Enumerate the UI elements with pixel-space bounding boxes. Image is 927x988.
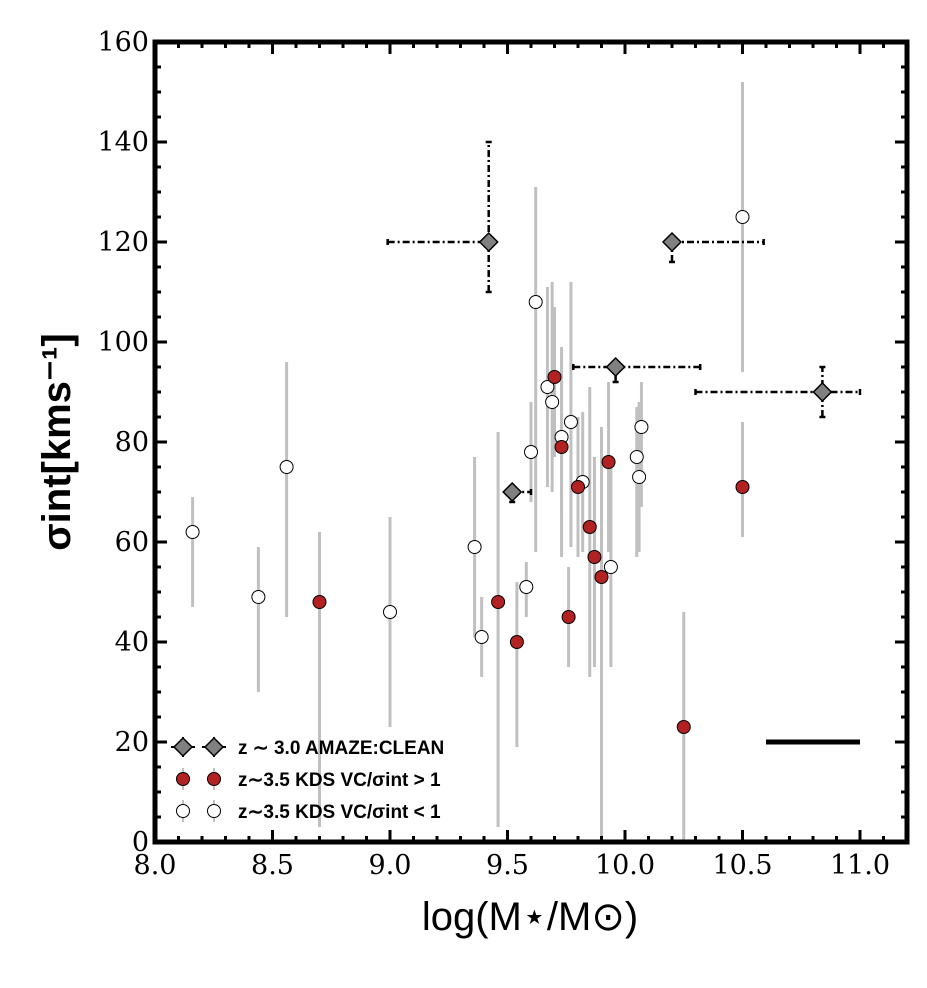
y-tick-label: 120 <box>97 227 149 258</box>
high-vc-sigma-point <box>582 520 597 534</box>
high-vc-sigma-point <box>547 370 562 384</box>
legend-marker <box>207 804 221 818</box>
legend-marker <box>176 804 190 818</box>
low-vc-sigma-point <box>545 395 560 409</box>
y-tick-label: 80 <box>115 427 149 458</box>
y-tick-label: 60 <box>115 527 149 558</box>
amaze-point <box>812 381 833 403</box>
legend-marker <box>176 772 190 786</box>
low-vc-sigma-point <box>467 540 482 554</box>
high-vc-sigma-point <box>491 595 506 609</box>
low-vc-sigma-point <box>563 415 578 429</box>
high-vc-sigma-point <box>676 720 691 734</box>
amaze-point <box>661 231 683 253</box>
low-vc-sigma-point <box>735 210 750 224</box>
data-points-layer <box>185 210 833 734</box>
x-tick-label: 8.5 <box>251 850 294 881</box>
low-vc-sigma-point <box>629 450 644 464</box>
legend-marker <box>172 736 194 758</box>
high-vc-sigma-point <box>735 480 750 494</box>
low-vc-sigma-point <box>603 560 618 574</box>
amaze-point <box>478 231 499 253</box>
x-tick-label: 11.0 <box>830 850 890 881</box>
low-vc-sigma-point <box>383 605 397 619</box>
y-tick-label: 160 <box>97 27 149 58</box>
x-axis-title: log(M⋆/M⊙) <box>422 895 638 939</box>
low-vc-sigma-point <box>279 460 294 474</box>
low-vc-sigma-point <box>519 580 534 594</box>
y-axis-title: σint[kms⁻¹] <box>35 333 79 550</box>
legend-label: z∼3.5 KDS VC/σint > 1 <box>238 770 441 791</box>
y-tick-label: 0 <box>132 827 149 858</box>
y-tick-label: 40 <box>115 627 149 658</box>
legend-marker <box>203 736 225 758</box>
high-vc-sigma-point <box>601 455 616 469</box>
high-vc-sigma-point <box>594 570 609 584</box>
amaze-point <box>605 356 626 378</box>
high-vc-sigma-point <box>312 595 327 609</box>
high-vc-sigma-point <box>587 550 602 564</box>
high-vc-sigma-point <box>571 480 585 494</box>
low-vc-sigma-point <box>524 445 538 459</box>
low-vc-sigma-point <box>634 420 649 434</box>
error-bars-layer <box>191 82 862 842</box>
amaze-point <box>502 481 523 503</box>
x-tick-label: 10.0 <box>595 850 655 881</box>
x-tick-label: 8.0 <box>134 850 177 881</box>
low-vc-sigma-point <box>528 295 543 309</box>
low-vc-sigma-point <box>185 525 200 539</box>
low-vc-sigma-point <box>251 590 266 604</box>
x-tick-label: 10.5 <box>712 850 772 881</box>
legend-marker <box>207 772 221 786</box>
x-tick-label: 9.0 <box>369 850 412 881</box>
high-vc-sigma-point <box>561 610 576 624</box>
legend-label: z ∼ 3.0 AMAZE:CLEAN <box>238 738 444 759</box>
y-tick-label: 100 <box>97 327 149 358</box>
legend: z ∼ 3.0 AMAZE:CLEAN z∼3.5 KDS VC/σint > 1… <box>171 736 444 823</box>
low-vc-sigma-point <box>540 380 555 394</box>
legend-label: z∼3.5 KDS VC/σint < 1 <box>238 802 441 823</box>
low-vc-sigma-point <box>632 470 647 484</box>
y-tick-label: 140 <box>97 127 149 158</box>
y-tick-label: 20 <box>115 727 149 758</box>
high-vc-sigma-point <box>509 635 524 649</box>
high-vc-sigma-point <box>554 440 569 454</box>
low-vc-sigma-point <box>474 630 489 644</box>
axis-ticks: 8.0 8.5 9.0 9.5 10.0 10.5 11.0 0 20 40 60 80 100 120 1… <box>97 27 909 881</box>
x-tick-label: 9.5 <box>486 850 529 881</box>
